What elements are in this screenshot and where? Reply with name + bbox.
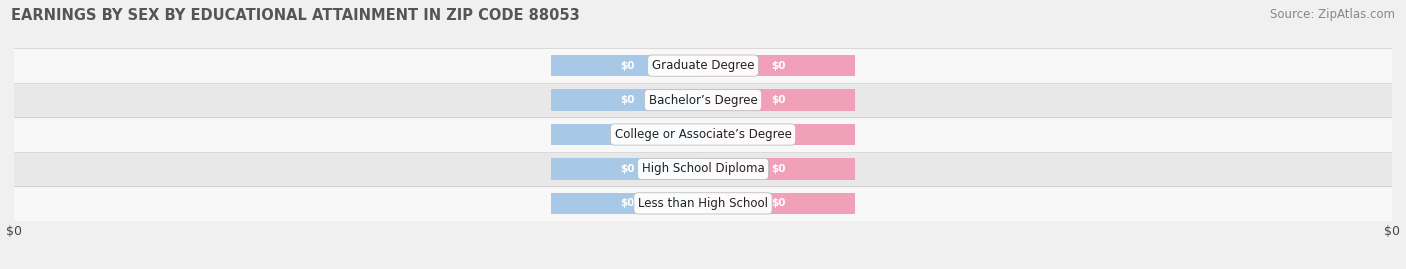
Text: $0: $0 xyxy=(772,198,786,208)
Bar xyxy=(703,124,855,145)
Text: College or Associate’s Degree: College or Associate’s Degree xyxy=(614,128,792,141)
Text: $0: $0 xyxy=(620,61,634,71)
Bar xyxy=(551,193,703,214)
Text: $0: $0 xyxy=(772,95,786,105)
Text: Less than High School: Less than High School xyxy=(638,197,768,210)
Text: High School Diploma: High School Diploma xyxy=(641,162,765,175)
Text: EARNINGS BY SEX BY EDUCATIONAL ATTAINMENT IN ZIP CODE 88053: EARNINGS BY SEX BY EDUCATIONAL ATTAINMEN… xyxy=(11,8,581,23)
Bar xyxy=(14,48,1392,83)
Text: $0: $0 xyxy=(620,198,634,208)
Text: $0: $0 xyxy=(772,61,786,71)
Text: Graduate Degree: Graduate Degree xyxy=(652,59,754,72)
Bar xyxy=(14,117,1392,152)
Text: $0: $0 xyxy=(620,164,634,174)
Bar xyxy=(551,124,703,145)
Bar xyxy=(551,158,703,180)
Bar xyxy=(14,152,1392,186)
Bar xyxy=(703,158,855,180)
Bar xyxy=(703,89,855,111)
Text: $0: $0 xyxy=(772,164,786,174)
Text: $0: $0 xyxy=(620,129,634,140)
Text: $0: $0 xyxy=(620,95,634,105)
Bar xyxy=(551,89,703,111)
Bar xyxy=(551,55,703,76)
Bar xyxy=(703,193,855,214)
Bar xyxy=(703,55,855,76)
Bar xyxy=(14,83,1392,117)
Text: $0: $0 xyxy=(772,129,786,140)
Text: Bachelor’s Degree: Bachelor’s Degree xyxy=(648,94,758,107)
Text: Source: ZipAtlas.com: Source: ZipAtlas.com xyxy=(1270,8,1395,21)
Bar xyxy=(14,186,1392,221)
